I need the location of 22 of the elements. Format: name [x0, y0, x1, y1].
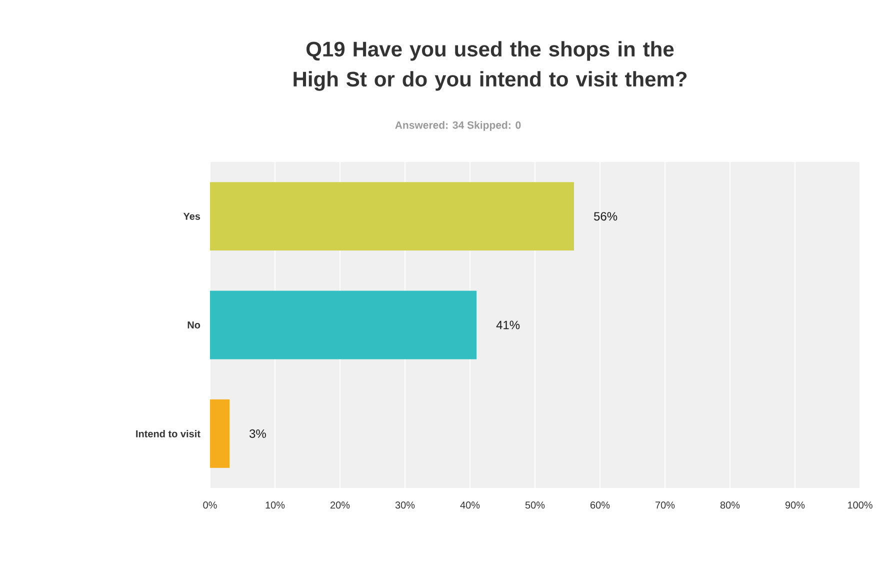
x-tick-label: 80% — [720, 502, 740, 509]
y-tick-label: Intend to visit — [136, 430, 200, 438]
x-tick-label: 100% — [848, 502, 872, 509]
x-tick-label: 20% — [330, 502, 350, 509]
x-tick-label: 50% — [525, 502, 545, 509]
bar — [210, 182, 574, 251]
x-tick-label: 10% — [266, 502, 285, 509]
y-tick-label: Yes — [183, 212, 200, 220]
data-label: 41% — [496, 320, 520, 330]
bar — [210, 290, 477, 360]
chart-subtitle: Answered: 34 Skipped: 0 — [395, 121, 521, 131]
data-label: 56% — [594, 212, 618, 221]
chart-title: Q19 Have you used the shops in the High St or do you intend to visit them? — [294, 41, 687, 91]
bar — [210, 399, 230, 468]
x-tick-label: 70% — [656, 502, 675, 509]
x-tick-label: 90% — [785, 502, 805, 509]
data-label: 3% — [249, 429, 266, 438]
x-tick-label: 60% — [590, 502, 610, 509]
x-tick-label: 0% — [203, 502, 217, 509]
x-tick-label: 30% — [395, 502, 415, 509]
x-tick-label: 40% — [460, 502, 480, 509]
y-tick-label: No — [188, 322, 200, 328]
